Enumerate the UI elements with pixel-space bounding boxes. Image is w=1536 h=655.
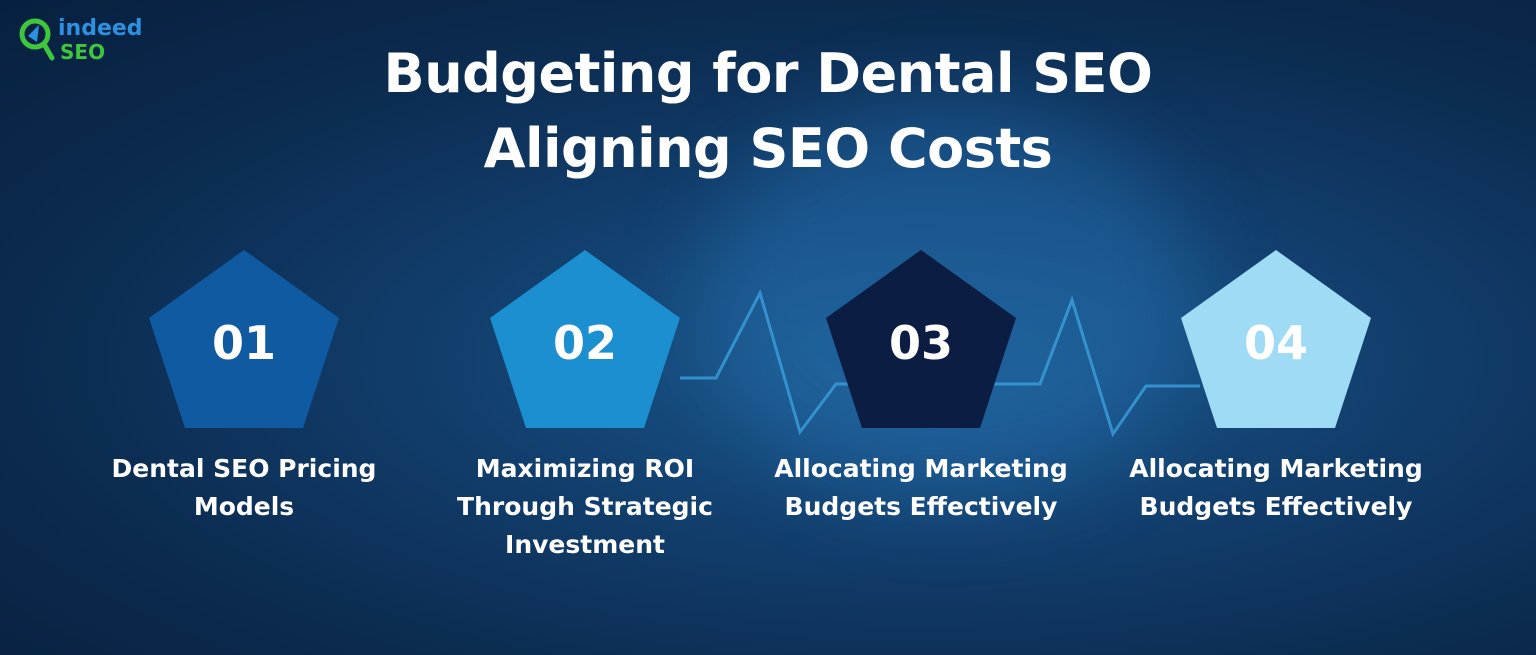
step-number: 01 — [211, 316, 276, 370]
step-pentagon-2: 02 — [490, 250, 680, 430]
step-label-4: Allocating Marketing Budgets Effectively — [1129, 454, 1423, 521]
pentagon-shape — [149, 250, 339, 428]
step-pentagon-4: 04 — [1181, 250, 1371, 430]
logo-text-indeed: indeed — [58, 16, 143, 41]
step-number: 04 — [1243, 316, 1308, 370]
title-line-2: Aligning SEO Costs — [483, 117, 1053, 180]
pentagon-shape — [826, 250, 1016, 428]
step-number: 02 — [552, 316, 617, 370]
step-pentagon-3: 03 — [826, 250, 1016, 430]
logo: indeed SEO — [18, 16, 148, 66]
step-label-3: Allocating Marketing Budgets Effectively — [774, 454, 1068, 521]
magnifier-logo-icon — [19, 18, 55, 61]
logo-text-seo: SEO — [60, 40, 106, 64]
title-line-1: Budgeting for Dental SEO — [383, 42, 1153, 105]
step-number: 03 — [888, 316, 953, 370]
step-label-1: Dental SEO Pricing Models — [111, 454, 377, 521]
step-pentagon-1: 01 — [149, 250, 339, 430]
pentagon-shape — [490, 250, 680, 428]
pentagon-shape — [1181, 250, 1371, 428]
step-label-2: Maximizing ROI Through Strategic Investm… — [457, 454, 713, 559]
